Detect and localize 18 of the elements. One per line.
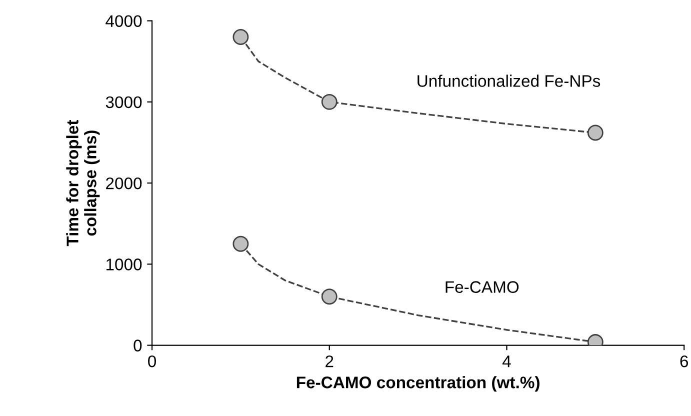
y-axis-title: Time for droplet collapse (ms) (66, 120, 100, 246)
x-tick-label: 4 (502, 356, 511, 368)
x-tick-label: 6 (680, 355, 688, 368)
y-tick-label: 0 (134, 340, 142, 352)
point (587, 124, 604, 141)
annotation: Unfunctionalized Fe-NPs (418, 74, 600, 87)
y-tick-label: 4000 (106, 15, 142, 28)
y-tick-label: 3000 (106, 96, 142, 108)
x-axis-title: Fe-CAMO concentration (wt.%) (296, 376, 540, 392)
point (232, 29, 249, 45)
x-tick-label: 0 (148, 355, 156, 368)
point (321, 94, 338, 110)
y-tick-label: 1000 (106, 258, 142, 270)
x-tick-label: 2 (326, 355, 334, 368)
y-tick-label: 2000 (106, 177, 142, 190)
point (321, 288, 338, 305)
point (232, 236, 249, 252)
annotation: Fe-CAMO (446, 281, 519, 293)
